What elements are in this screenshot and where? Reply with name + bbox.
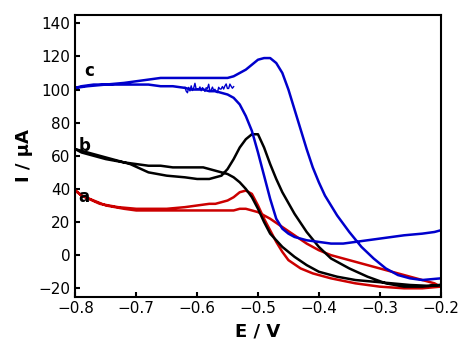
Y-axis label: I / μA: I / μA <box>15 129 33 182</box>
X-axis label: E / V: E / V <box>236 322 281 340</box>
Text: c: c <box>84 62 94 80</box>
Text: a: a <box>79 188 90 206</box>
Text: b: b <box>79 137 91 155</box>
